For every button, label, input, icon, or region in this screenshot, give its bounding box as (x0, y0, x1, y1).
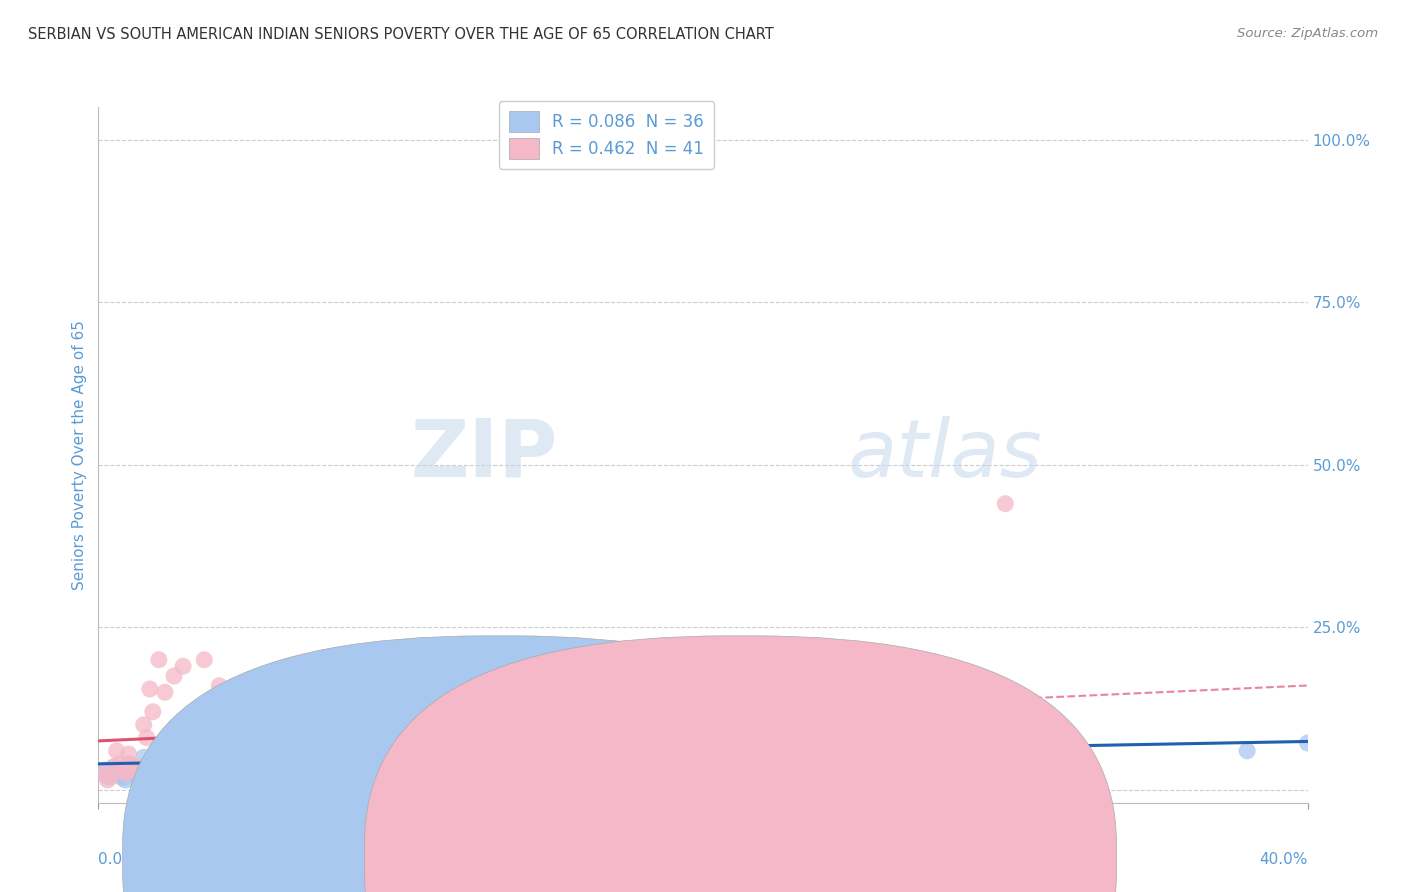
Point (450, 745, 472, 759)
Point (540, 751, 562, 765)
Point (111, 771, 134, 785)
Point (193, 731, 215, 745)
Point (114, 766, 136, 780)
Point (844, 754, 866, 768)
Point (692, 760, 714, 774)
Point (118, 747, 141, 761)
Point (139, 681, 162, 696)
Point (692, 745, 714, 759)
Text: ZIP: ZIP (411, 416, 558, 494)
Point (148, 744, 170, 758)
Point (127, 771, 149, 785)
Point (329, 740, 352, 755)
Point (163, 669, 186, 683)
Point (127, 764, 149, 779)
Point (124, 766, 146, 780)
Point (172, 659, 194, 673)
Point (108, 756, 131, 771)
Point (239, 747, 262, 761)
Point (100, 770, 122, 784)
Text: SERBIAN VS SOUTH AMERICAN INDIAN SENIORS POVERTY OVER THE AGE OF 65 CORRELATION : SERBIAN VS SOUTH AMERICAN INDIAN SENIORS… (28, 27, 773, 42)
Text: Serbians: Serbians (526, 851, 593, 866)
Point (1024, 739, 1046, 753)
Point (360, 744, 382, 758)
Point (105, 744, 128, 758)
Point (142, 768, 165, 782)
Point (93, 764, 115, 778)
Point (193, 653, 215, 667)
FancyBboxPatch shape (364, 636, 1116, 892)
Point (844, 749, 866, 764)
Point (135, 758, 157, 772)
Point (103, 760, 125, 774)
Point (208, 744, 231, 758)
Point (96, 772, 118, 787)
Point (239, 705, 262, 719)
Point (132, 718, 155, 732)
Point (153, 754, 176, 768)
Point (299, 745, 322, 759)
FancyBboxPatch shape (122, 636, 875, 892)
Point (139, 764, 162, 779)
Point (202, 691, 225, 706)
Point (284, 731, 307, 745)
Text: 0.0%: 0.0% (98, 852, 138, 866)
Point (96, 770, 118, 784)
Text: atlas: atlas (848, 416, 1043, 494)
Point (481, 747, 503, 761)
Point (105, 764, 128, 779)
Point (135, 731, 157, 745)
Point (93, 766, 115, 780)
Point (1236, 744, 1258, 758)
Text: 40.0%: 40.0% (1260, 852, 1308, 866)
Text: Source: ZipAtlas.com: Source: ZipAtlas.com (1237, 27, 1378, 40)
Point (571, 756, 593, 770)
Y-axis label: Seniors Poverty Over the Age of 65: Seniors Poverty Over the Age of 65 (72, 320, 87, 590)
Point (389, 750, 412, 764)
Point (253, 721, 276, 735)
Legend: R = 0.086  N = 36, R = 0.462  N = 41: R = 0.086 N = 36, R = 0.462 N = 41 (499, 102, 714, 169)
Point (1296, 736, 1319, 750)
Point (111, 764, 134, 778)
Point (269, 718, 291, 732)
Point (114, 772, 136, 787)
Point (299, 737, 322, 751)
Point (269, 750, 291, 764)
Point (121, 758, 143, 772)
Point (224, 734, 246, 748)
Point (153, 685, 176, 699)
Point (100, 766, 122, 780)
Point (132, 750, 155, 764)
Point (108, 768, 131, 782)
Point (179, 718, 201, 732)
Point (329, 740, 352, 755)
Point (121, 762, 143, 776)
Point (172, 737, 194, 751)
Point (179, 740, 201, 755)
Point (510, 751, 533, 765)
Point (118, 756, 141, 771)
Point (389, 744, 412, 758)
Point (314, 745, 336, 759)
Point (148, 653, 170, 667)
Point (142, 705, 165, 719)
Point (124, 760, 146, 774)
Text: South American Indians: South American Indians (768, 851, 950, 866)
Point (163, 747, 186, 761)
Point (994, 497, 1017, 511)
Point (208, 679, 231, 693)
Point (631, 758, 654, 772)
Point (103, 760, 125, 774)
Point (360, 744, 382, 758)
